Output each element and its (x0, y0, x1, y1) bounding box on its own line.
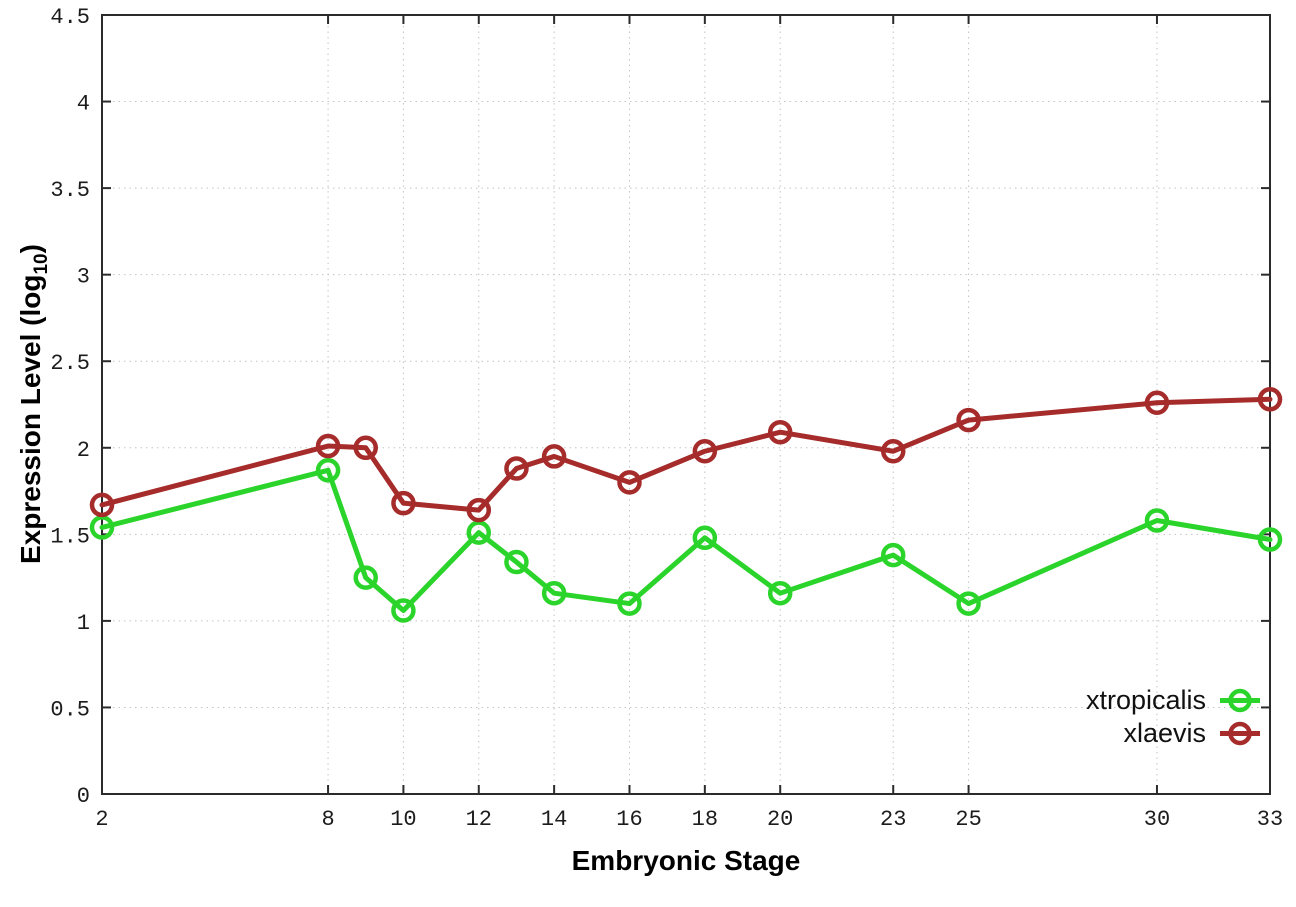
data-point-xtropicalis-stage-30 (1144, 508, 1170, 533)
data-point-xtropicalis-stage-25 (956, 591, 981, 616)
y-axis-title-text: Expression Level (log (15, 274, 47, 564)
data-point-xtropicalis-stage-18 (692, 525, 718, 551)
legend-marker-xtropicalis-icon (1220, 688, 1260, 713)
x-tick-label: 18 (692, 807, 718, 832)
data-point-xtropicalis-stage-14 (541, 580, 567, 606)
data-point-xlaevis-stage-33 (1257, 387, 1283, 412)
data-point-xlaevis-stage-25 (956, 407, 981, 433)
x-tick-label: 16 (616, 807, 642, 832)
legend-item-xlaevis: xlaevis (1086, 717, 1262, 750)
data-point-xtropicalis-stage-20 (767, 580, 793, 606)
x-tick-label: 25 (955, 807, 981, 832)
plot-border (101, 14, 1271, 795)
y-tick-label: 2.5 (50, 351, 90, 376)
y-tick-label: 3 (77, 265, 90, 290)
data-point-xtropicalis-stage-12 (466, 520, 492, 545)
x-tick-label: 33 (1257, 807, 1283, 832)
data-point-xtropicalis-stage-2 (89, 515, 115, 540)
data-point-xlaevis-stage-18 (692, 438, 718, 464)
x-tick-label: 14 (541, 807, 567, 832)
data-point-xlaevis-stage-12 (466, 497, 492, 523)
data-point-xtropicalis-stage-13 (504, 549, 529, 575)
series-xtropicalis-line (99, 467, 1273, 614)
data-point-xtropicalis-stage-16 (617, 591, 642, 616)
data-point-xlaevis-stage-23 (880, 438, 906, 464)
series-xlaevis-line (99, 396, 1273, 513)
data-point-xlaevis-stage-20 (767, 419, 793, 445)
y-tick-label: 3.5 (50, 178, 90, 203)
legend: xtropicalis xlaevis (1086, 684, 1262, 750)
y-tick-label: 1 (77, 611, 90, 636)
data-point-xlaevis-stage-13 (504, 456, 529, 481)
data-point-xlaevis-stage-14 (541, 444, 567, 469)
data-point-xlaevis-stage-8 (315, 433, 341, 459)
x-tick-label: 23 (880, 807, 906, 832)
data-point-xtropicalis-stage-23 (880, 542, 906, 568)
data-point-xtropicalis-stage-9 (353, 565, 378, 590)
legend-item-xtropicalis: xtropicalis (1086, 684, 1262, 717)
y-axis-title-subscript: 10 (30, 253, 52, 275)
x-tick-label: 30 (1144, 807, 1170, 832)
y-tick-label: 0 (77, 784, 90, 809)
legend-label-xtropicalis: xtropicalis (1085, 685, 1206, 715)
data-point-xlaevis-stage-9 (353, 435, 378, 461)
data-point-xtropicalis-stage-33 (1257, 527, 1283, 552)
y-tick-label: 4 (77, 92, 90, 117)
y-tick-label: 1.5 (50, 524, 90, 549)
y-axis-title-close: ) (15, 244, 47, 254)
data-point-xlaevis-stage-30 (1144, 390, 1170, 416)
x-tick-label: 20 (767, 807, 793, 832)
x-tick-label: 8 (321, 807, 334, 832)
legend-marker-xlaevis-icon (1220, 721, 1260, 746)
data-point-xlaevis-stage-2 (89, 492, 115, 518)
y-tick-label: 2 (77, 438, 90, 463)
data-point-xlaevis-stage-10 (391, 490, 416, 516)
y-axis-title: Expression Level (log10) (15, 244, 53, 564)
x-tick-label: 12 (466, 807, 492, 832)
x-axis-title: Embryonic Stage (571, 845, 801, 876)
y-tick-label: 4.5 (50, 5, 90, 30)
x-tick-label: 10 (390, 807, 416, 832)
data-point-xtropicalis-stage-10 (391, 598, 416, 623)
data-point-xlaevis-stage-16 (617, 470, 642, 495)
y-tick-label: 0.5 (50, 697, 90, 722)
legend-label-xlaevis: xlaevis (1123, 718, 1206, 748)
data-point-xtropicalis-stage-8 (315, 458, 341, 483)
x-tick-label: 2 (95, 807, 108, 832)
